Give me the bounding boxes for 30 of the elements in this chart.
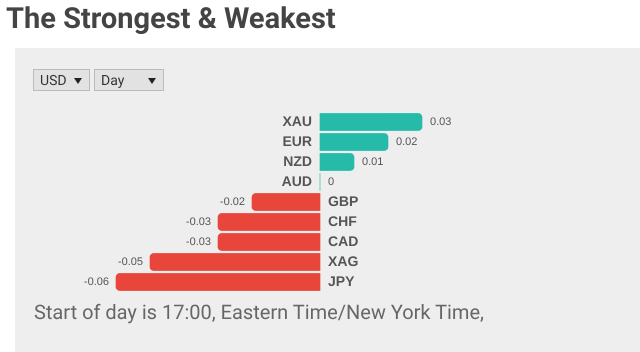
y-tick-label: EUR: [282, 132, 312, 149]
bar: [150, 253, 320, 271]
y-tick-label: CHF: [328, 212, 358, 229]
chart-title: The Strongest & Weakest: [6, 2, 336, 36]
dropdown: Day: [94, 69, 164, 91]
y-tick-label: NZD: [283, 152, 312, 169]
bar: [116, 273, 320, 291]
y-tick-label: AUD: [282, 172, 312, 189]
y-tick-label: CAD: [328, 232, 358, 249]
y-tick-label: XAU: [282, 112, 312, 129]
data-label: 0.01: [362, 156, 384, 168]
bar: [218, 213, 320, 231]
text: Start of day is 17:00, Eastern Time/New York Time,: [34, 300, 484, 324]
data-label: -0.05: [118, 256, 143, 268]
data-label: -0.03: [186, 216, 211, 228]
y-tick-label: JPY: [328, 272, 356, 289]
data-label: 0.02: [396, 136, 418, 148]
bar: [218, 233, 320, 251]
data-label: 0.03: [430, 116, 452, 128]
bar: [320, 133, 388, 151]
data-label: -0.03: [186, 236, 211, 248]
y-tick-label: GBP: [328, 192, 358, 209]
bar: [252, 193, 320, 211]
dropdown: USD: [33, 69, 90, 91]
bar: [320, 113, 422, 131]
y-tick-label: XAG: [328, 252, 358, 269]
data-label: 0: [328, 176, 334, 188]
data-label: -0.02: [220, 196, 245, 208]
data-label: -0.06: [84, 276, 109, 288]
bar: [320, 153, 354, 171]
